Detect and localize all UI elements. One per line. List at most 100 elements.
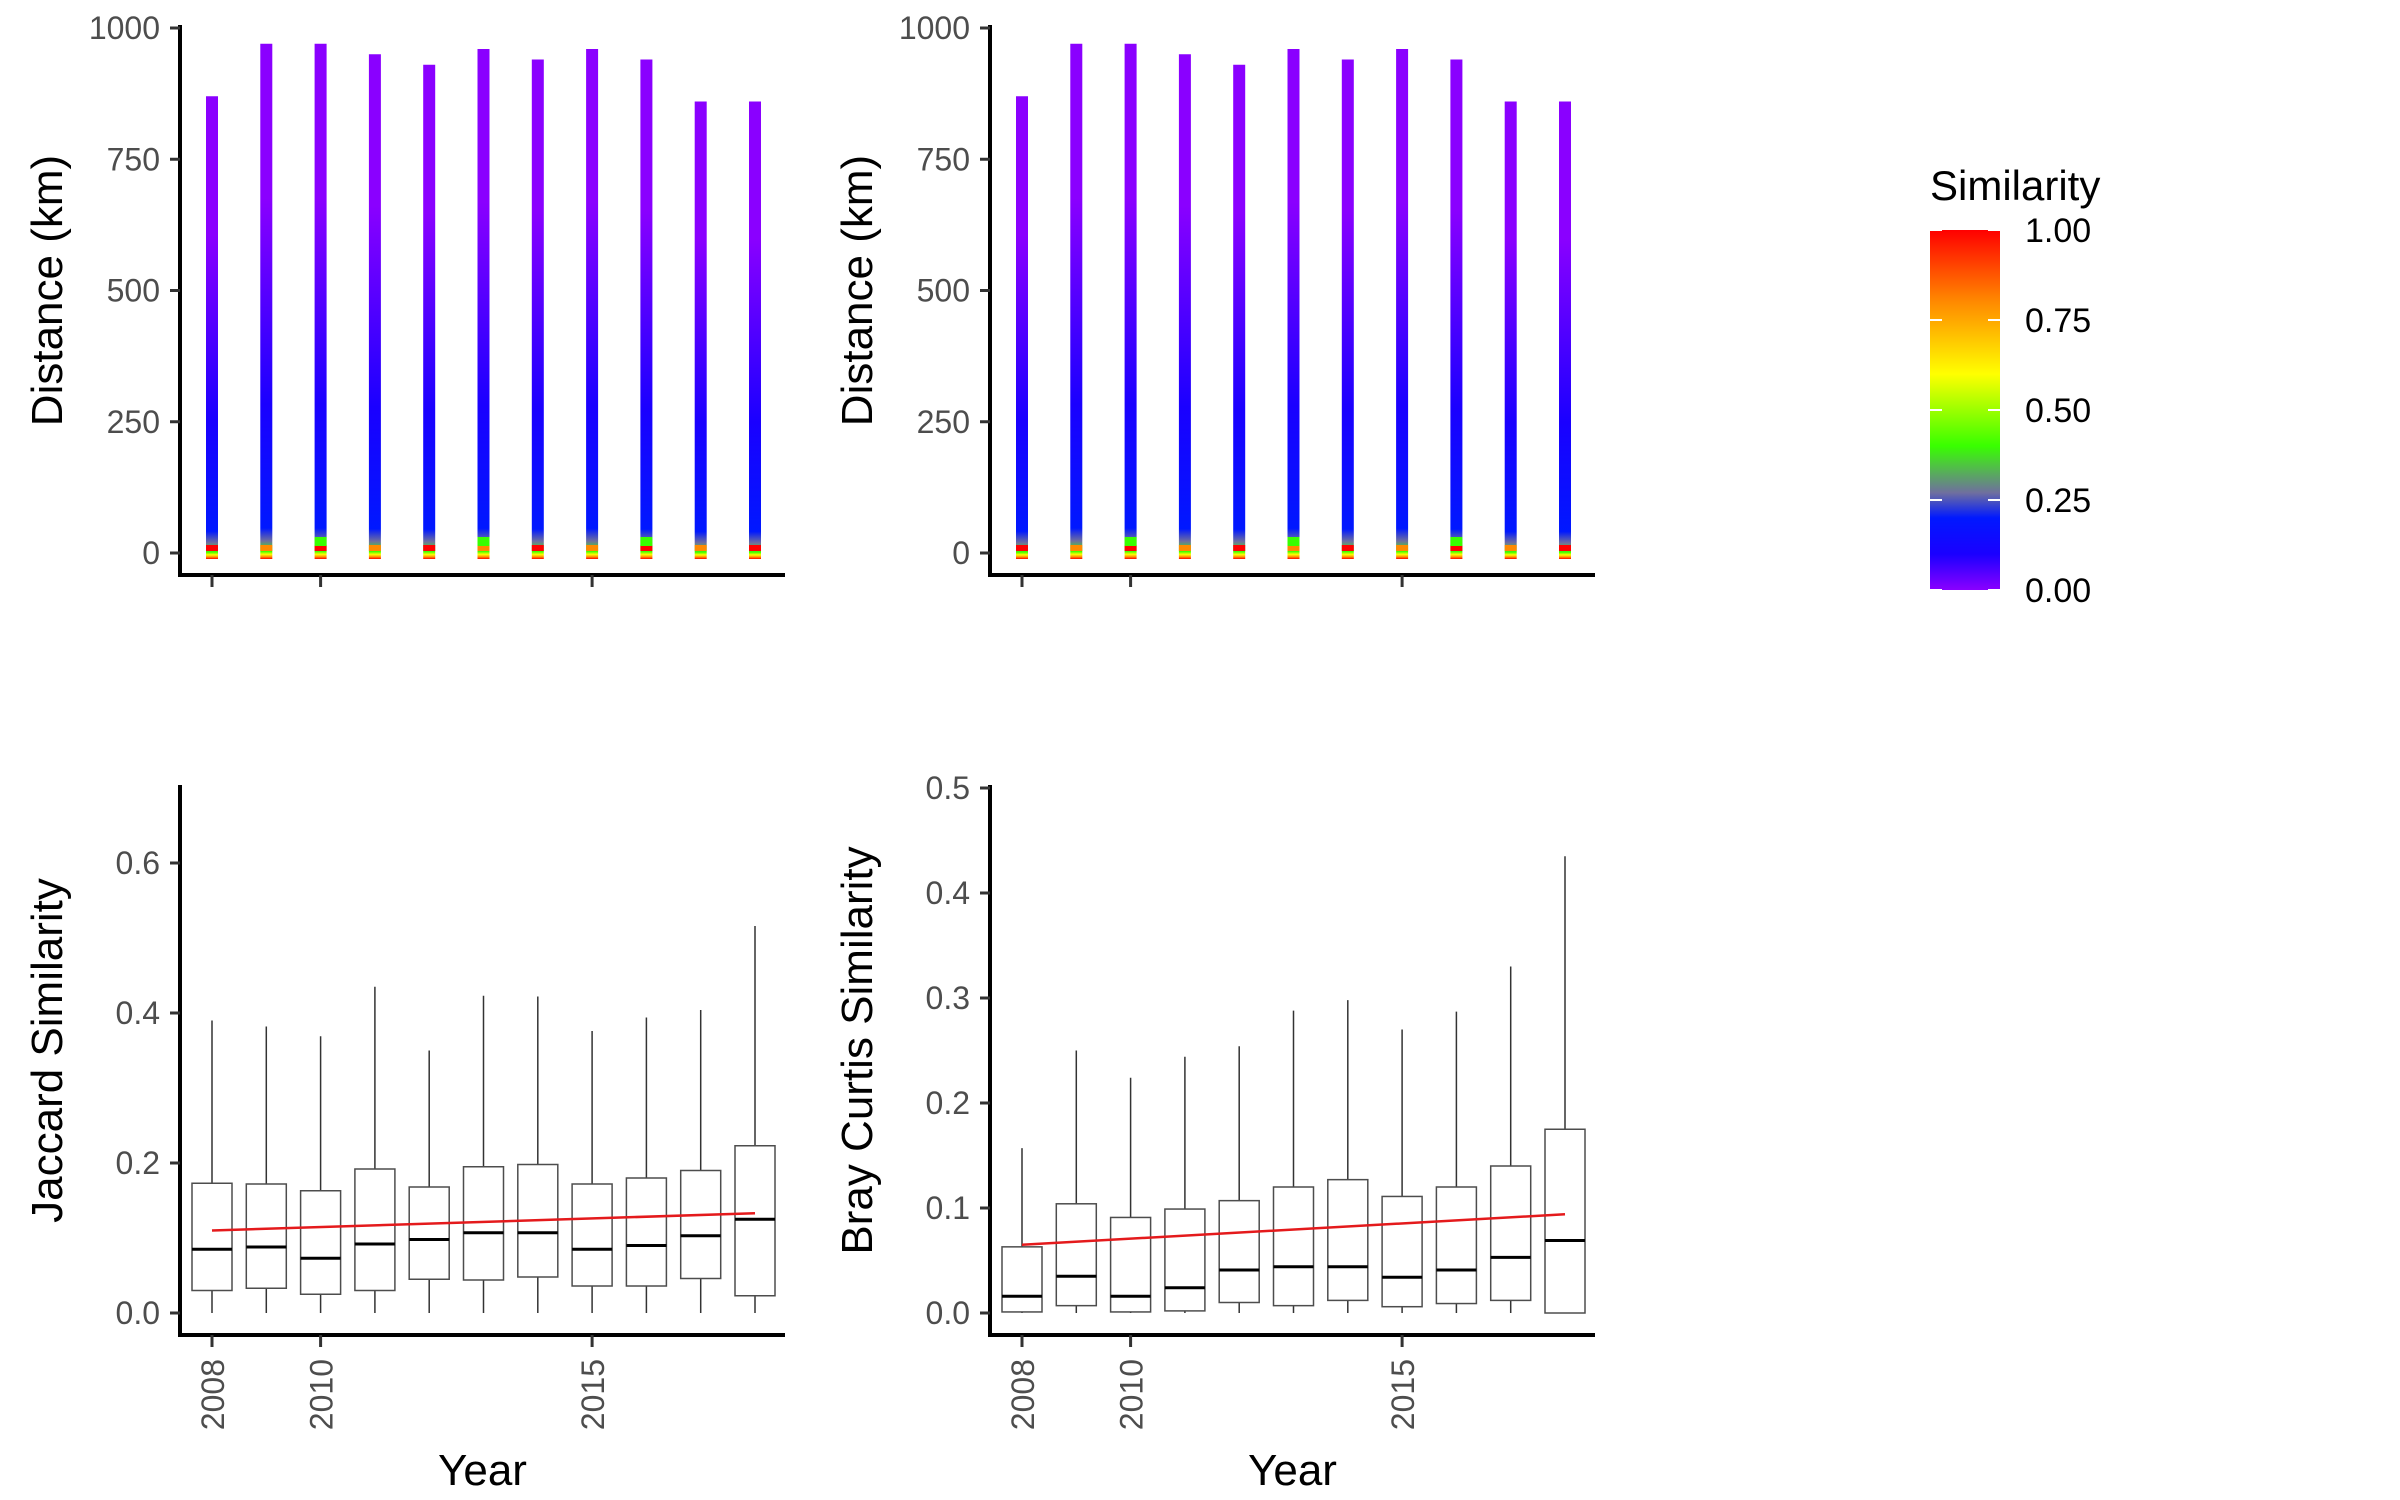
box-iqr <box>191 1182 233 1292</box>
distance-bar <box>1504 101 1517 559</box>
box-2011 <box>354 986 396 1313</box>
distance-bar <box>586 49 599 559</box>
y-tick-label: 0.0 <box>926 1295 970 1331</box>
panel-top-right: 0 250 500 750 1000 Distance (km) <box>833 10 1595 587</box>
y-tick-label: 0.2 <box>116 1145 160 1181</box>
distance-bar <box>206 96 218 559</box>
distance-bar <box>423 64 436 559</box>
y-tick-label: 0.3 <box>926 980 970 1016</box>
x-tick-label: 2008 <box>195 1359 231 1430</box>
x-tick-label: 2015 <box>1385 1359 1421 1430</box>
legend-title: Similarity <box>1930 162 2100 209</box>
distance-bar <box>1396 49 1409 559</box>
y-axis-title: Distance (km) <box>833 155 882 426</box>
distance-bar <box>531 59 544 559</box>
distance-bar <box>749 101 761 559</box>
x-tick-label: 2008 <box>1005 1359 1041 1430</box>
box-iqr <box>1055 1203 1098 1307</box>
y-tick-label: 0.0 <box>116 1295 160 1331</box>
near-distance-band <box>1504 545 1517 551</box>
y-tick-label: 250 <box>107 404 160 440</box>
near-distance-band <box>1233 545 1246 551</box>
trend-line <box>211 1212 756 1232</box>
similarity-legend: Similarity 1.00 0.75 0.50 0.25 0.00 <box>1930 162 2100 610</box>
y-tick-label: 750 <box>917 141 970 177</box>
box-2012 <box>1218 1046 1260 1313</box>
near-distance-band <box>477 545 490 551</box>
legend-tick-label: 1.00 <box>2025 212 2091 250</box>
box-2017 <box>1489 966 1532 1313</box>
box-2008 <box>191 1020 233 1313</box>
trend-line <box>1021 1213 1566 1246</box>
box-2018 <box>1544 856 1586 1314</box>
y-axis-title: Distance (km) <box>23 155 72 426</box>
mid-similarity-band <box>640 537 653 546</box>
near-distance-band <box>1070 545 1083 551</box>
x-tick-label: 2015 <box>575 1359 611 1430</box>
box-2017 <box>679 1010 722 1313</box>
box-2015 <box>1381 1029 1423 1313</box>
y-tick-label: 0.2 <box>926 1085 970 1121</box>
x-axis-title: Year <box>1248 1446 1337 1495</box>
y-tick-label: 0.4 <box>116 995 160 1031</box>
box-2015 <box>571 1031 613 1313</box>
y-tick-label: 0 <box>952 535 970 571</box>
box-iqr <box>245 1183 288 1289</box>
y-tick-label: 0.6 <box>116 845 160 881</box>
distance-bar <box>314 43 327 559</box>
near-distance-band <box>1178 545 1191 551</box>
box-iqr <box>408 1186 450 1280</box>
box-iqr <box>679 1169 722 1280</box>
y-axis-title: Bray Curtis Similarity <box>833 846 882 1254</box>
legend-ticks: 1.00 0.75 0.50 0.25 0.00 <box>1930 212 2091 610</box>
distance-bar <box>1070 43 1083 559</box>
panel-bottom-left: 0.0 0.2 0.4 0.6 2008 2010 2015 Jaccard Similari… <box>23 785 785 1495</box>
distance-bar <box>1287 49 1300 559</box>
box-iqr <box>1272 1186 1315 1307</box>
box-iqr <box>1381 1195 1423 1308</box>
distance-bar <box>1233 64 1246 559</box>
y-tick-label: 500 <box>917 273 970 309</box>
mid-similarity-band <box>1287 537 1300 546</box>
box-2011 <box>1164 1056 1206 1313</box>
y-tick-label: 500 <box>107 273 160 309</box>
box-iqr <box>1218 1199 1260 1304</box>
box-2012 <box>408 1050 450 1313</box>
near-distance-band <box>423 545 436 551</box>
x-tick-label: 2010 <box>1114 1359 1150 1430</box>
box-2009 <box>245 1026 288 1313</box>
near-distance-band <box>531 545 544 551</box>
box-iqr <box>1435 1186 1478 1305</box>
distance-bar <box>1341 59 1354 559</box>
panel-top-left: 0 250 500 750 1000 Distance (km) <box>23 10 785 587</box>
distance-bar <box>1559 101 1571 559</box>
box-iqr <box>571 1183 613 1287</box>
distance-bar <box>477 49 490 559</box>
box-iqr <box>1544 1128 1586 1314</box>
near-distance-band <box>1396 545 1409 551</box>
near-distance-band <box>368 545 381 551</box>
legend-tick-label: 0.50 <box>2025 392 2091 430</box>
box-iqr <box>1164 1208 1206 1312</box>
y-tick-label: 1000 <box>89 10 160 46</box>
near-distance-band <box>1124 545 1137 551</box>
distance-bar <box>640 59 653 559</box>
legend-tick-label: 0.00 <box>2025 572 2091 610</box>
distance-bar <box>1450 59 1463 559</box>
near-distance-band <box>694 545 707 551</box>
legend-tick-label: 0.25 <box>2025 482 2091 520</box>
legend-tick-label: 0.75 <box>2025 302 2091 340</box>
near-distance-band <box>749 545 761 551</box>
mid-similarity-band <box>314 537 327 546</box>
near-distance-band <box>1559 545 1571 551</box>
box-2016 <box>625 1017 668 1313</box>
box-iqr <box>625 1177 668 1287</box>
box-2018 <box>734 926 776 1313</box>
box-2016 <box>1435 1011 1478 1313</box>
box-2008 <box>1001 1148 1043 1313</box>
box-iqr <box>354 1168 396 1292</box>
distance-bar <box>1178 54 1191 559</box>
near-distance-band <box>586 545 599 551</box>
near-distance-band <box>1450 545 1463 551</box>
